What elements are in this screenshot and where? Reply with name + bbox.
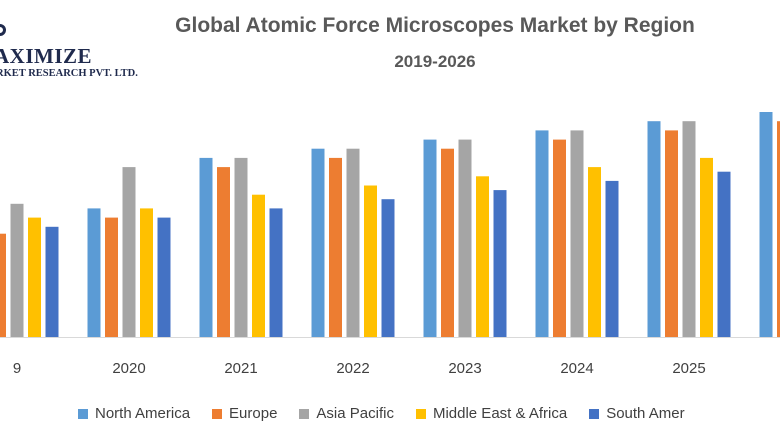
- bar-europe-2022: [329, 157, 342, 337]
- bar-europe-2024: [553, 139, 566, 337]
- bar-north-america-2024: [535, 130, 549, 337]
- legend-label: South Amer: [606, 405, 685, 422]
- x-tick-label-2021: 2021: [224, 360, 257, 377]
- chart-subtitle: 2019-2026: [394, 52, 476, 71]
- bar-south-america-2024: [605, 180, 619, 337]
- bar-middle-east-africa-2022: [364, 185, 377, 337]
- bar-asia-pacific-2022: [346, 148, 360, 337]
- legend-label: Asia Pacific: [316, 405, 394, 422]
- bar-north-america-2021: [199, 157, 213, 337]
- legend-item-south-america: South Amer: [589, 405, 685, 422]
- chart-title: Global Atomic Force Microscopes Market b…: [175, 14, 695, 37]
- legend-swatch: [415, 408, 426, 419]
- x-tick-label-2025: 2025: [672, 360, 705, 377]
- bar-south-america-2023: [493, 190, 507, 337]
- bar-europe-2019: [0, 233, 6, 337]
- bar-north-america-2025: [647, 121, 661, 337]
- bar-europe-2021: [217, 167, 230, 337]
- x-tick-label-2023: 2023: [448, 360, 481, 377]
- bar-europe-2023: [441, 148, 454, 337]
- legend-swatch: [589, 408, 600, 419]
- x-tick-label-2022: 2022: [336, 360, 369, 377]
- bar-north-america-2022: [311, 148, 325, 337]
- bar-middle-east-africa-2019: [28, 217, 41, 337]
- bar-asia-pacific-2019: [10, 203, 24, 337]
- bar-asia-pacific-2024: [570, 130, 584, 337]
- logo-tagline: RKET RESEARCH PVT. LTD.: [0, 68, 138, 79]
- legend-item-europe: Europe: [212, 405, 277, 422]
- bar-asia-pacific-2021: [234, 157, 248, 337]
- legend-label: North America: [95, 405, 191, 422]
- bar-south-america-2022: [381, 199, 395, 337]
- bar-europe-2026: [777, 121, 780, 337]
- legend-label: Europe: [229, 405, 278, 422]
- legend-swatch: [212, 408, 223, 419]
- logo-icon: [0, 24, 6, 36]
- x-tick-label-2019: 9: [13, 360, 21, 377]
- legend-swatch: [299, 408, 310, 419]
- bar-north-america-2023: [423, 139, 437, 337]
- bar-middle-east-africa-2020: [140, 208, 153, 337]
- bar-asia-pacific-2023: [458, 139, 472, 337]
- bar-north-america-2020: [87, 208, 101, 337]
- bar-south-america-2021: [269, 208, 283, 337]
- chart-legend: North America Europe Asia Pacific Middle Ea…: [78, 405, 707, 422]
- legend-label: Middle East & Africa: [432, 405, 568, 422]
- x-tick-label-2020: 2020: [112, 360, 145, 377]
- bar-south-america-2025: [717, 171, 731, 337]
- legend-swatch: [78, 408, 88, 419]
- x-tick-label-2024: 2024: [560, 360, 593, 377]
- bar-europe-2020: [105, 217, 118, 337]
- bar-asia-pacific-2025: [682, 121, 696, 337]
- bar-europe-2025: [665, 130, 678, 337]
- bar-middle-east-africa-2023: [476, 176, 489, 337]
- bar-south-america-2020: [157, 217, 171, 337]
- legend-item-north-america: North America: [78, 405, 190, 422]
- bar-asia-pacific-2020: [122, 167, 136, 337]
- bar-middle-east-africa-2025: [700, 157, 713, 337]
- bar-middle-east-africa-2024: [588, 167, 601, 337]
- legend-item-asia-pacific: Asia Pacific: [299, 405, 394, 422]
- bar-north-america-2026: [759, 112, 773, 337]
- bar-middle-east-africa-2021: [252, 194, 265, 337]
- bar-south-america-2019: [45, 226, 59, 337]
- logo-name: AXIMIZE: [0, 44, 93, 68]
- legend-item-middle-east-africa: Middle East & Africa: [415, 405, 568, 422]
